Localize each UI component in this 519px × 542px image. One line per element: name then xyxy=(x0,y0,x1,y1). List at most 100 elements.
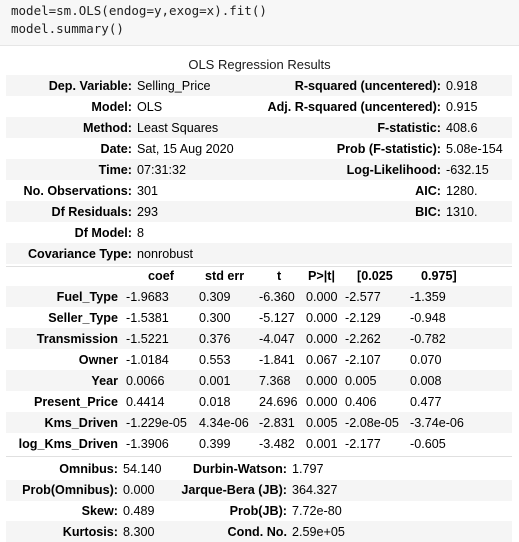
coef-cell-lo: -2.262 xyxy=(345,332,381,346)
coef-row-name: Kms_Driven xyxy=(44,416,119,430)
coef-cell-coef: -1.0184 xyxy=(126,353,169,367)
prob-omnibus-label: Prob(Omnibus): xyxy=(22,483,118,497)
model-label: Model: xyxy=(91,100,132,114)
nobs-value: 301 xyxy=(137,184,159,198)
coef-cell-se: 0.300 xyxy=(199,311,231,325)
prob-f-value: 5.08e-154 xyxy=(446,142,503,156)
coef-cell-t: 24.696 xyxy=(259,395,298,409)
dw-label: Durbin-Watson: xyxy=(193,462,287,476)
coef-cell-lo: -2.107 xyxy=(345,353,381,367)
table-divider xyxy=(6,266,512,267)
coef-cell-se: 0.376 xyxy=(199,332,231,346)
time-value: 07:31:32 xyxy=(137,163,187,177)
coef-row-name: Fuel_Type xyxy=(56,290,118,304)
coef-cell-se: 0.399 xyxy=(199,437,231,451)
col-header: P>|t| xyxy=(308,269,335,283)
dw-value: 1.797 xyxy=(292,462,324,476)
row-stripe xyxy=(6,480,512,501)
adj-rsq-value: 0.915 xyxy=(446,100,478,114)
coef-cell-coef: 0.0066 xyxy=(126,374,165,388)
bic-value: 1310. xyxy=(446,205,478,219)
coef-cell-p: 0.000 xyxy=(306,332,338,346)
omnibus-value: 54.140 xyxy=(123,462,162,476)
fstat-value: 408.6 xyxy=(446,121,478,135)
df-model-label: Df Model: xyxy=(74,226,132,240)
coef-cell-coef: -1.3906 xyxy=(126,437,169,451)
dep-variable-value: Selling_Price xyxy=(137,79,211,93)
jb-label: Jarque-Bera (JB): xyxy=(181,483,287,497)
cov-type-label: Covariance Type: xyxy=(27,247,132,261)
coef-cell-hi: 0.070 xyxy=(410,353,442,367)
bic-label: BIC: xyxy=(415,205,441,219)
method-label: Method: xyxy=(83,121,132,135)
coef-cell-t: -4.047 xyxy=(259,332,295,346)
row-stripe xyxy=(6,201,512,222)
coef-cell-lo: 0.005 xyxy=(345,374,377,388)
skew-label: Skew: xyxy=(81,504,118,518)
coef-cell-coef: -1.229e-05 xyxy=(126,416,187,430)
coef-cell-hi: -3.74e-06 xyxy=(410,416,464,430)
date-value: Sat, 15 Aug 2020 xyxy=(137,142,234,156)
row-stripe xyxy=(6,243,512,264)
coef-row-name: Year xyxy=(91,374,118,388)
coef-row-name: log_Kms_Driven xyxy=(18,437,118,451)
coef-cell-p: 0.067 xyxy=(306,353,338,367)
df-resid-label: Df Residuals: xyxy=(51,205,132,219)
coef-cell-t: -2.831 xyxy=(259,416,295,430)
jb-value: 364.327 xyxy=(292,483,338,497)
coef-cell-lo: -2.177 xyxy=(345,437,381,451)
col-header: 0.975] xyxy=(421,269,457,283)
loglik-label: Log-Likelihood: xyxy=(346,163,441,177)
nobs-label: No. Observations: xyxy=(23,184,132,198)
coef-cell-hi: -0.948 xyxy=(410,311,446,325)
adj-rsq-label: Adj. R-squared (uncentered): xyxy=(267,100,441,114)
code-line: model=sm.OLS(endog=y,exog=x).fit() xyxy=(11,3,267,18)
col-header: [0.025 xyxy=(357,269,393,283)
kurtosis-label: Kurtosis: xyxy=(62,525,118,539)
row-stripe xyxy=(6,412,512,433)
row-stripe xyxy=(6,117,512,138)
coef-cell-p: 0.001 xyxy=(306,437,338,451)
omnibus-label: Omnibus: xyxy=(59,462,118,476)
coef-cell-p: 0.000 xyxy=(306,395,338,409)
prob-f-label: Prob (F-statistic): xyxy=(336,142,441,156)
coef-cell-coef: -1.5381 xyxy=(126,311,169,325)
coef-cell-lo: -2.08e-05 xyxy=(345,416,399,430)
coef-cell-se: 4.34e-06 xyxy=(199,416,249,430)
table-caption: OLS Regression Results xyxy=(188,57,331,72)
coef-row-name: Transmission xyxy=(36,332,118,346)
coef-cell-t: 7.368 xyxy=(259,374,291,388)
prob-jb-value: 7.72e-80 xyxy=(292,504,342,518)
code-cell[interactable]: model=sm.OLS(endog=y,exog=x).fit() model… xyxy=(0,0,519,46)
coef-row-name: Present_Price xyxy=(33,395,118,409)
coef-cell-coef: -1.5221 xyxy=(126,332,169,346)
coef-cell-hi: -0.605 xyxy=(410,437,446,451)
coef-cell-t: -3.482 xyxy=(259,437,295,451)
coef-cell-hi: -0.782 xyxy=(410,332,446,346)
dep-variable-label: Dep. Variable: xyxy=(48,79,132,93)
code-line: model.summary() xyxy=(11,21,124,36)
coef-cell-t: -5.127 xyxy=(259,311,295,325)
cond-label: Cond. No. xyxy=(227,525,287,539)
time-label: Time: xyxy=(98,163,132,177)
coef-cell-lo: -2.129 xyxy=(345,311,381,325)
coef-cell-se: 0.018 xyxy=(199,395,231,409)
aic-value: 1280. xyxy=(446,184,478,198)
row-stripe xyxy=(6,159,512,180)
coef-cell-coef: 0.4414 xyxy=(126,395,165,409)
prob-omnibus-value: 0.000 xyxy=(123,483,155,497)
method-value: Least Squares xyxy=(137,121,219,135)
model-value: OLS xyxy=(137,100,163,114)
fstat-label: F-statistic: xyxy=(377,121,441,135)
date-label: Date: xyxy=(100,142,133,156)
skew-value: 0.489 xyxy=(123,504,155,518)
coef-row-name: Owner xyxy=(78,353,118,367)
rsq-label: R-squared (uncentered): xyxy=(294,79,441,93)
prob-jb-label: Prob(JB): xyxy=(229,504,287,518)
df-resid-value: 293 xyxy=(137,205,159,219)
coef-cell-se: 0.309 xyxy=(199,290,231,304)
coef-cell-hi: 0.477 xyxy=(410,395,442,409)
row-stripe xyxy=(6,328,512,349)
cov-type-value: nonrobust xyxy=(137,247,194,261)
rsq-value: 0.918 xyxy=(446,79,478,93)
